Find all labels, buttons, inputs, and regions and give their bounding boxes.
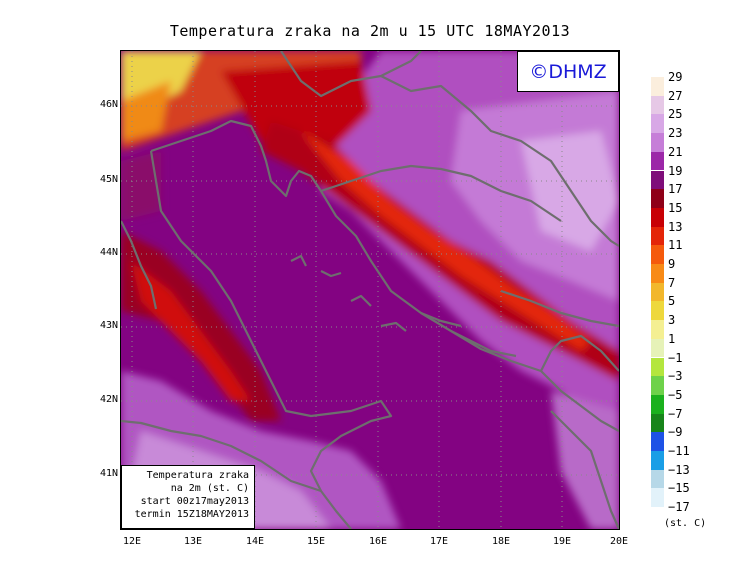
lat-label: 41N: [99, 468, 118, 479]
legend-label: 21: [668, 144, 683, 159]
info-line-variable: Temperatura zraka: [146, 470, 249, 481]
legend-label: −11: [668, 444, 690, 458]
legend-swatch: [651, 376, 664, 395]
legend-label: −5: [668, 387, 683, 402]
legend-swatch: [651, 413, 664, 433]
legend-swatch: [651, 282, 664, 302]
lat-label: 46N: [99, 99, 118, 110]
legend-swatch: [651, 245, 664, 264]
legend-label: 3: [668, 313, 676, 328]
legend-label: 23: [668, 126, 683, 141]
legend-swatch: [651, 432, 664, 451]
legend-swatch: [651, 77, 664, 96]
legend-swatch: [651, 357, 664, 377]
coastlines: [121, 51, 619, 529]
legend-swatch: [651, 301, 664, 321]
legend-label: −7: [668, 406, 683, 421]
legend-swatch: [651, 469, 664, 489]
legend-swatch: [651, 264, 664, 283]
legend-label: 13: [668, 219, 683, 234]
info-line-start: start 00z17may2013: [140, 496, 249, 507]
legend-label: 11: [668, 238, 683, 253]
legend-swatch: [651, 170, 664, 190]
legend-swatch: [651, 207, 664, 227]
lon-label: 20E: [609, 536, 629, 547]
legend-label: −15: [668, 481, 690, 496]
legend-label: 29: [668, 70, 683, 84]
legend-swatch: [651, 320, 664, 339]
temperature-map: [120, 50, 620, 530]
lat-label: 42N: [99, 394, 118, 405]
lon-label: 17E: [429, 536, 449, 547]
graticule: [121, 51, 619, 529]
lat-label: 44N: [99, 247, 118, 258]
legend-label: 25: [668, 107, 683, 122]
lon-label: 12E: [122, 536, 142, 547]
dhmz-logo: ©DHMZ: [517, 51, 619, 92]
info-line-unit: na 2m (st. C): [170, 483, 249, 494]
legend-label: 9: [668, 257, 676, 271]
legend-label: 15: [668, 200, 683, 215]
legend-label: −17: [668, 500, 690, 515]
legend-swatch: [651, 151, 664, 171]
info-box: Temperatura zraka na 2m (st. C) start 00…: [121, 465, 255, 529]
lat-label: 43N: [99, 320, 118, 331]
legend-swatch: [651, 394, 664, 414]
legend-swatch: [651, 488, 664, 508]
map-title: Temperatura zraka na 2m u 15 UTC 18MAY20…: [169, 22, 571, 40]
lon-label: 15E: [306, 536, 326, 547]
legend-label: 5: [668, 294, 676, 309]
legend-label: −3: [668, 369, 683, 384]
legend-label: 7: [668, 275, 676, 290]
legend-unit: (st. C): [664, 518, 707, 529]
lon-label: 19E: [552, 536, 572, 547]
info-line-termin: termin 15Z18MAY2013: [134, 509, 249, 520]
legend-swatch: [651, 95, 664, 115]
lon-label: 14E: [245, 536, 265, 547]
legend-label: 19: [668, 163, 683, 178]
legend-swatch: [651, 189, 664, 208]
legend-swatch: [651, 226, 664, 246]
legend-label: 27: [668, 88, 683, 103]
lon-label: 13E: [183, 536, 203, 547]
legend-label: 17: [668, 182, 683, 197]
legend-label: −1: [668, 350, 683, 365]
legend-swatch: [651, 114, 664, 134]
legend-swatch: [651, 338, 664, 358]
legend-label: −9: [668, 425, 683, 440]
legend-swatch: [651, 133, 664, 152]
lon-label: 18E: [491, 536, 511, 547]
legend-swatch: [651, 451, 664, 470]
legend-label: 1: [668, 331, 676, 346]
legend-label: −13: [668, 462, 690, 477]
lon-label: 16E: [368, 536, 388, 547]
lat-label: 45N: [99, 174, 118, 185]
